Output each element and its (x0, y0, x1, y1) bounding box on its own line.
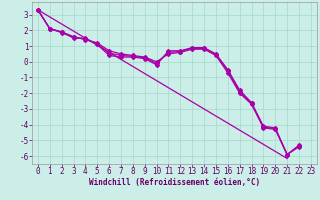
X-axis label: Windchill (Refroidissement éolien,°C): Windchill (Refroidissement éolien,°C) (89, 178, 260, 187)
